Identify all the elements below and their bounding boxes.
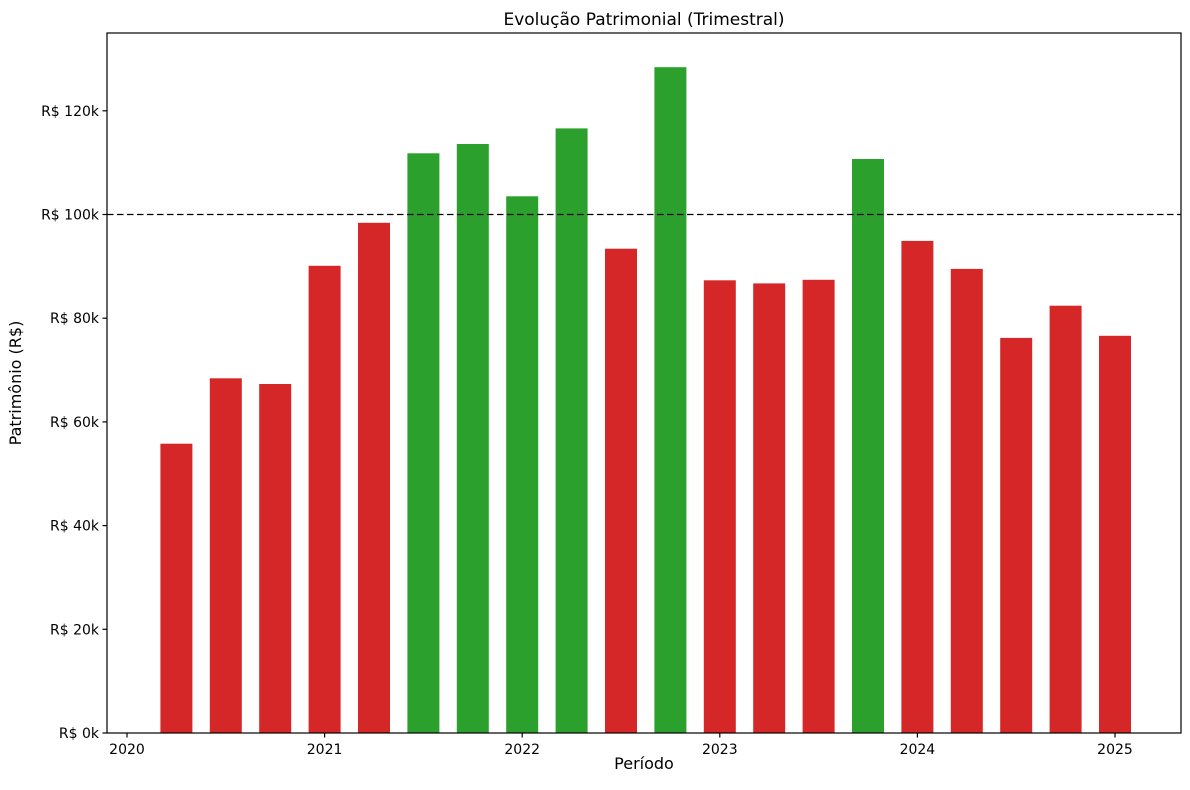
ticks-layer: R$ 0k R$ 20k R$ 40k R$ 60k R$ 80k R$ 100k R$ 1…	[41, 104, 1133, 758]
y-tick-label: R$ 100k	[41, 208, 100, 224]
x-tick-label: 2025	[1097, 742, 1133, 758]
bar-2023-Q2	[753, 283, 786, 733]
plot-border	[106, 32, 1182, 734]
y-tick-label: R$ 80k	[50, 311, 100, 327]
y-tick-label: R$ 0k	[59, 726, 100, 742]
x-tick-label: 2024	[900, 742, 936, 758]
x-tick-label: 2023	[702, 742, 738, 758]
bar-2024-Q2	[950, 268, 983, 733]
bars-layer	[160, 67, 1131, 734]
y-tick-label: R$ 40k	[50, 519, 100, 535]
bar-2020-Q2	[160, 443, 193, 733]
bar-2022-Q2	[555, 128, 588, 733]
x-axis-label: Período	[614, 754, 674, 773]
bar-2022-Q3	[605, 248, 637, 733]
y-tick-label: R$ 120k	[41, 104, 100, 120]
bar-2021-Q2	[358, 222, 390, 734]
bar-2021-Q1	[308, 265, 341, 733]
bar-2023-Q4	[852, 159, 884, 733]
bar-2025-Q1	[1099, 335, 1131, 733]
bar-2020-Q3	[209, 378, 242, 733]
y-tick-label: R$ 60k	[50, 415, 100, 431]
bar-2024-Q4	[1049, 305, 1082, 733]
x-tick-label: 2020	[109, 742, 145, 758]
bar-2021-Q3	[407, 153, 440, 734]
y-tick-label: R$ 20k	[50, 622, 100, 638]
bar-2023-Q1	[703, 280, 736, 733]
bar-2024-Q3	[1000, 337, 1033, 733]
chart-title: Evolução Patrimonial (Trimestral)	[503, 10, 784, 30]
bar-2020-Q4	[259, 384, 292, 733]
y-axis-label: Patrimônio (R$)	[6, 321, 25, 446]
bar-2024-Q1	[901, 240, 934, 733]
bar-2022-Q4	[654, 67, 687, 733]
bar-2021-Q4	[456, 144, 489, 733]
bar-2023-Q3	[802, 279, 835, 733]
bar-2022-Q1	[506, 196, 539, 734]
x-tick-label: 2021	[307, 742, 343, 758]
x-tick-label: 2022	[504, 742, 540, 758]
